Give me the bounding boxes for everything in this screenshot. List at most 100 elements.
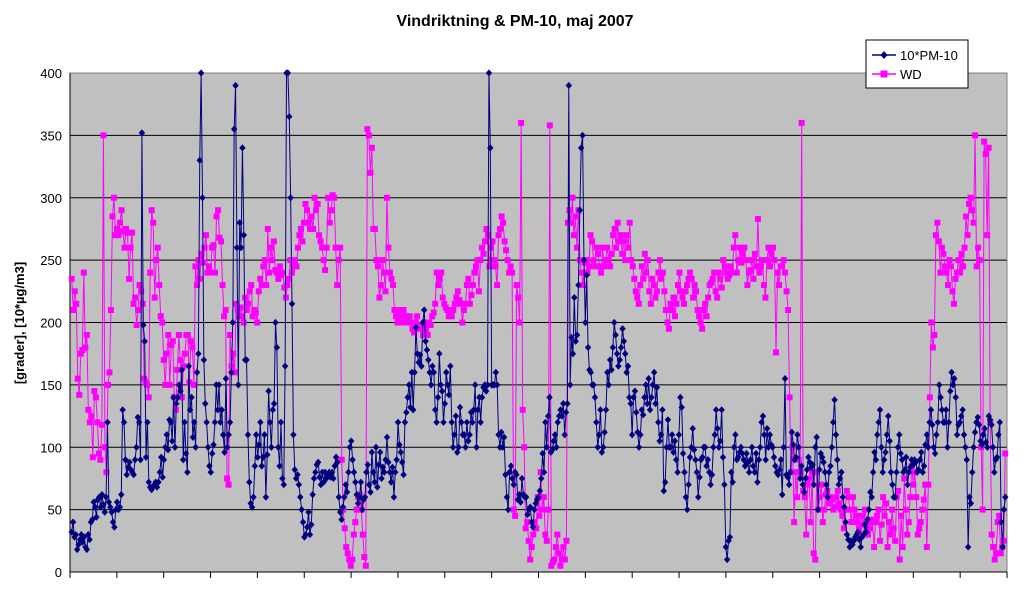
data-point bbox=[153, 257, 160, 264]
data-point bbox=[406, 313, 413, 320]
data-point bbox=[416, 351, 424, 359]
data-point bbox=[700, 307, 707, 314]
data-point bbox=[708, 471, 716, 479]
data-point bbox=[185, 362, 192, 370]
legend-label: 10*PM-10 bbox=[900, 48, 958, 63]
data-point bbox=[254, 453, 261, 461]
data-point bbox=[392, 468, 399, 476]
data-point bbox=[682, 493, 690, 501]
data-point bbox=[821, 506, 828, 513]
data-point bbox=[546, 122, 553, 129]
data-point bbox=[455, 443, 462, 451]
data-point bbox=[703, 313, 710, 320]
data-point bbox=[575, 281, 582, 289]
data-point bbox=[509, 269, 516, 276]
data-point bbox=[661, 478, 669, 486]
data-point bbox=[720, 257, 727, 264]
data-point bbox=[350, 531, 357, 538]
data-point bbox=[367, 488, 374, 496]
data-point bbox=[200, 356, 208, 364]
data-point bbox=[507, 462, 515, 470]
data-point bbox=[637, 282, 644, 289]
data-point bbox=[964, 232, 971, 239]
data-point bbox=[558, 556, 565, 563]
data-point bbox=[203, 418, 210, 426]
data-point bbox=[72, 530, 80, 539]
data-point bbox=[420, 331, 427, 338]
data-point bbox=[332, 244, 339, 251]
data-point bbox=[79, 538, 86, 546]
data-point bbox=[524, 519, 531, 526]
data-point bbox=[733, 269, 740, 276]
data-point bbox=[840, 525, 847, 532]
data-point bbox=[920, 496, 927, 503]
data-point bbox=[756, 269, 763, 276]
data-point bbox=[722, 543, 729, 551]
data-point bbox=[662, 307, 669, 314]
data-point bbox=[335, 257, 342, 264]
data-point bbox=[441, 300, 448, 307]
data-point bbox=[589, 238, 596, 245]
data-point bbox=[338, 456, 345, 463]
data-point bbox=[920, 462, 928, 470]
data-point bbox=[878, 521, 885, 528]
data-point bbox=[753, 263, 760, 270]
data-point bbox=[902, 506, 909, 513]
data-point bbox=[412, 323, 420, 332]
data-point bbox=[656, 437, 663, 445]
data-point bbox=[693, 288, 700, 295]
data-point bbox=[846, 506, 853, 513]
data-point bbox=[270, 238, 277, 245]
data-point bbox=[169, 338, 176, 345]
data-point bbox=[122, 456, 129, 464]
data-point bbox=[1000, 506, 1008, 514]
data-point bbox=[817, 449, 824, 458]
data-point bbox=[839, 512, 846, 519]
data-point bbox=[697, 319, 704, 326]
data-point bbox=[113, 498, 121, 506]
data-point bbox=[721, 481, 728, 489]
data-point bbox=[101, 508, 108, 516]
data-point bbox=[423, 325, 430, 332]
data-point bbox=[845, 535, 852, 544]
data-point bbox=[991, 556, 998, 563]
data-point bbox=[644, 399, 651, 408]
data-point bbox=[427, 321, 434, 328]
data-point bbox=[642, 381, 650, 389]
data-point bbox=[801, 494, 808, 501]
data-point bbox=[434, 393, 442, 401]
data-point bbox=[715, 443, 723, 451]
data-point bbox=[516, 319, 523, 326]
data-point bbox=[277, 418, 285, 426]
data-point bbox=[522, 493, 530, 501]
data-point bbox=[68, 275, 75, 282]
data-point bbox=[181, 418, 188, 426]
data-point bbox=[492, 368, 500, 376]
data-point bbox=[202, 399, 209, 408]
data-point bbox=[120, 228, 127, 235]
data-point bbox=[509, 474, 516, 483]
data-point bbox=[835, 481, 842, 489]
data-point bbox=[396, 313, 403, 320]
data-point bbox=[542, 531, 549, 538]
data-point bbox=[674, 282, 681, 289]
legend-label: WD bbox=[900, 67, 922, 82]
data-point bbox=[412, 319, 419, 326]
data-point bbox=[650, 282, 657, 289]
data-point bbox=[224, 475, 231, 482]
data-point bbox=[875, 418, 882, 426]
data-point bbox=[500, 219, 507, 226]
data-point bbox=[377, 282, 384, 289]
data-point bbox=[411, 329, 418, 336]
data-point bbox=[911, 456, 918, 464]
data-point bbox=[112, 232, 119, 239]
data-point bbox=[978, 441, 986, 449]
data-point bbox=[258, 282, 265, 289]
data-point bbox=[367, 169, 374, 176]
data-point bbox=[852, 533, 859, 541]
data-point bbox=[936, 381, 943, 389]
data-point bbox=[474, 257, 481, 264]
data-point bbox=[454, 288, 461, 295]
data-point bbox=[118, 491, 125, 499]
data-point bbox=[598, 269, 605, 276]
